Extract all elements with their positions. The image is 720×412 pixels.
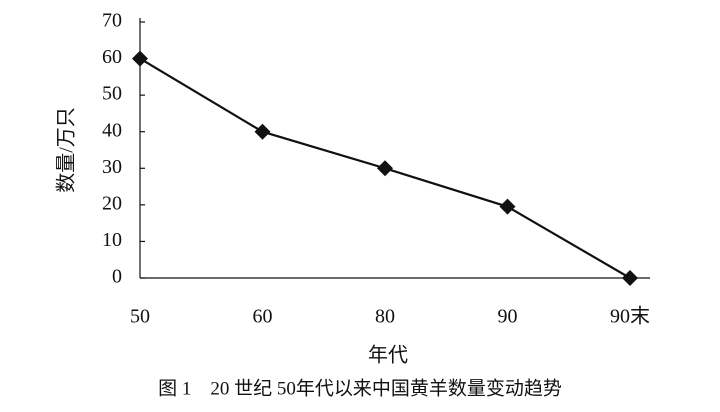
y-tick-label: 30 xyxy=(102,156,122,178)
y-tick-label: 40 xyxy=(102,119,122,141)
x-axis-label: 年代 xyxy=(368,344,408,367)
caption: 图 1 20 世纪 50年代以来中国黄羊数量变动趋势 xyxy=(158,377,562,399)
x-tick-label: 90 xyxy=(498,306,518,328)
x-tick-label: 80 xyxy=(375,306,395,328)
y-tick-label: 60 xyxy=(102,46,122,68)
x-tick-label: 60 xyxy=(253,306,273,328)
y-tick-label: 10 xyxy=(102,229,122,251)
y-axis-label: 数量/万只 xyxy=(55,107,78,193)
marker xyxy=(254,123,271,140)
marker xyxy=(377,160,393,177)
marker xyxy=(499,198,516,215)
marker xyxy=(622,270,638,286)
y-tick-label: 0 xyxy=(112,266,122,288)
x-tick-label: 50 xyxy=(130,306,150,328)
y-tick-label: 20 xyxy=(102,192,122,214)
marker xyxy=(132,50,148,67)
y-tick-label: 70 xyxy=(102,10,122,32)
x-tick-label: 90末 xyxy=(610,305,650,328)
y-tick-label: 50 xyxy=(102,83,122,105)
